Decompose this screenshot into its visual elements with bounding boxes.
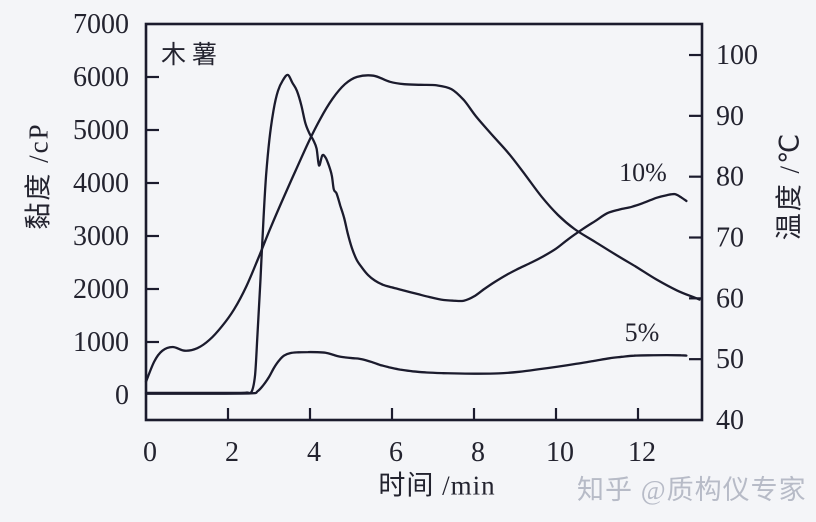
- curve-label-10pct: 10%: [619, 158, 667, 187]
- y-tick-label-right: 60: [716, 283, 744, 314]
- x-tick-label: 2: [225, 437, 239, 468]
- x-tick-label: 12: [628, 437, 656, 468]
- y-tick-label-left: 2000: [73, 274, 129, 305]
- y-tick-label-left: 4000: [73, 168, 129, 199]
- curve-viscosity-10pct: [144, 73, 688, 395]
- y-tick-label-left: 1000: [73, 327, 129, 358]
- y-tick-label-right: 40: [716, 405, 744, 436]
- x-tick-label: 10: [546, 437, 574, 468]
- y-tick-label-left: 6000: [73, 62, 129, 93]
- y-tick-label-left: 7000: [73, 9, 129, 40]
- y-axis-title-left: 黏度 /cP: [23, 122, 54, 230]
- y-tick-label-left: 3000: [73, 221, 129, 252]
- y-tick-label-right: 50: [716, 344, 744, 375]
- y-tick-label-left: 5000: [73, 115, 129, 146]
- y-tick-label-right: 70: [716, 223, 744, 254]
- y-tick-label-right: 90: [716, 101, 744, 132]
- x-axis-title: 时间 /min: [378, 470, 496, 501]
- curve-viscosity-5pct: [144, 350, 688, 395]
- plot-frame: [144, 22, 704, 422]
- x-tick-label: 0: [143, 437, 157, 468]
- y-tick-label-right: 80: [716, 162, 744, 193]
- y-axis-title-right: 温度 /℃: [774, 131, 805, 241]
- x-tick-label: 6: [389, 437, 403, 468]
- plot-title: 木薯: [160, 42, 224, 69]
- watermark: 知乎 @质构仪专家: [577, 475, 807, 505]
- curve-temperature: [144, 74, 701, 383]
- x-tick-label: 8: [471, 437, 485, 468]
- curve-label-5pct: 5%: [624, 318, 660, 347]
- x-tick-label: 4: [307, 437, 321, 468]
- y-tick-label-left: 0: [115, 380, 129, 411]
- y-tick-label-right: 100: [716, 40, 758, 71]
